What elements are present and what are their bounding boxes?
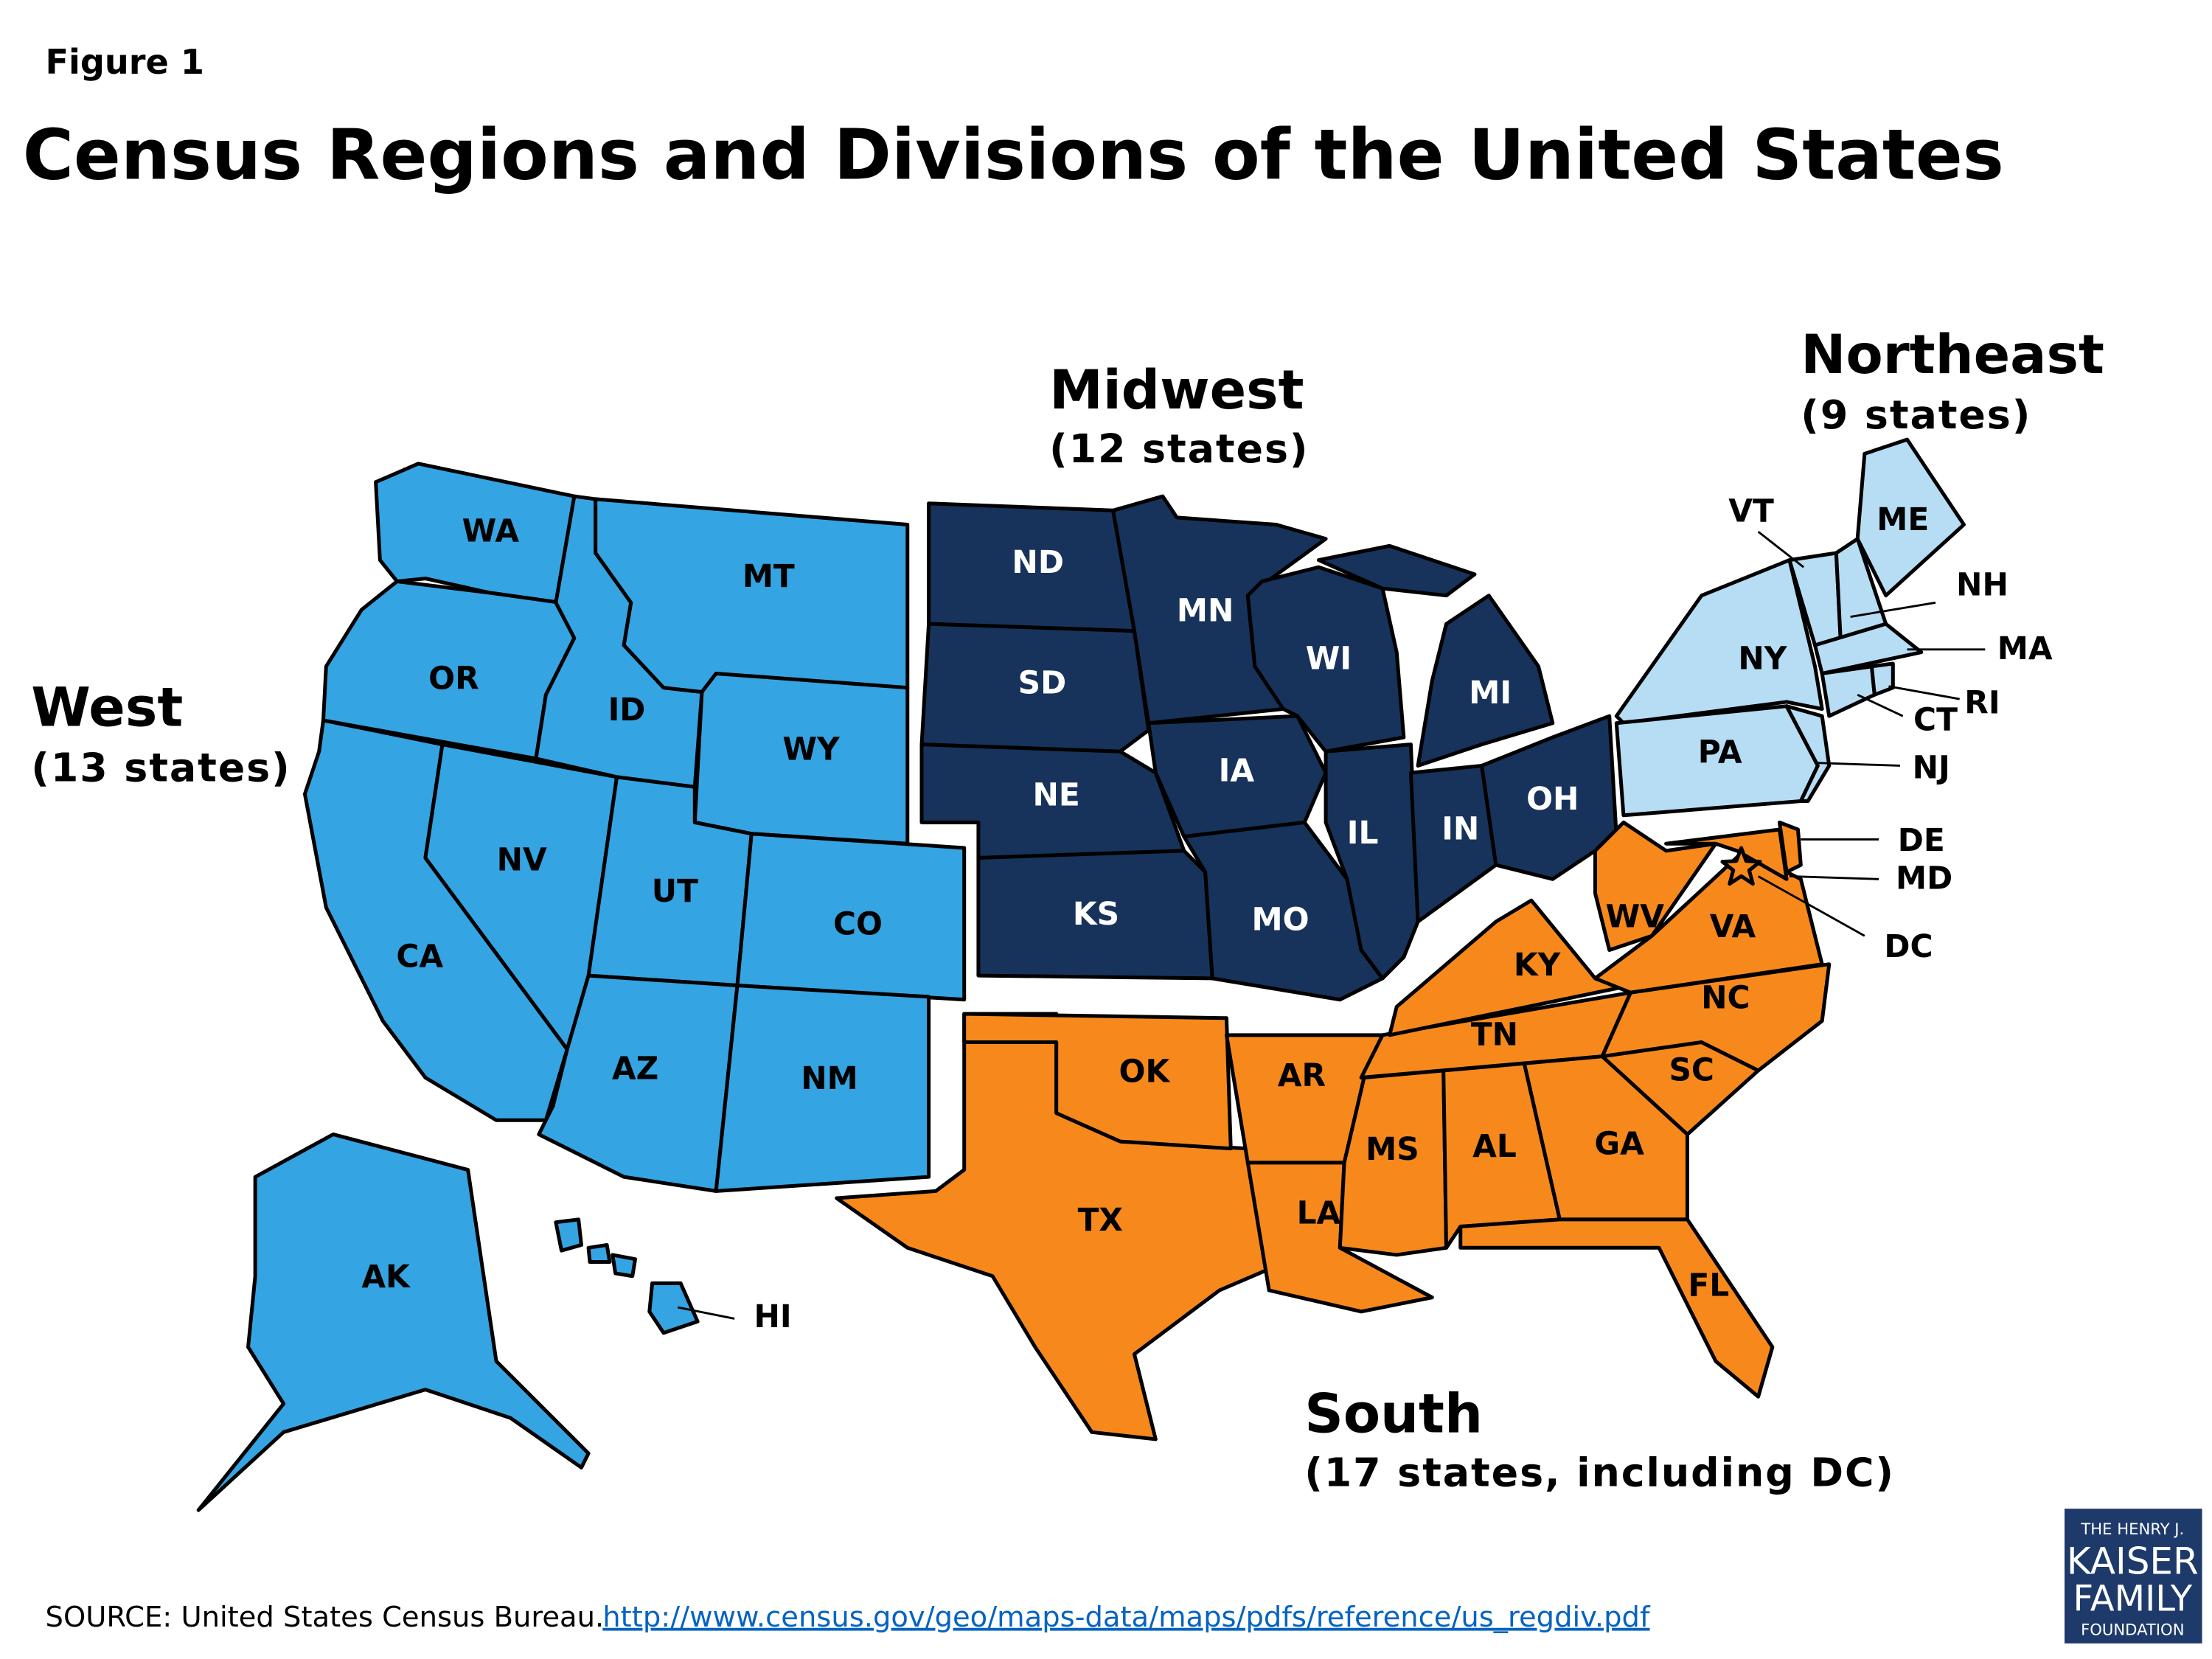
state-label: NE [1033, 776, 1080, 813]
state-label: MS [1366, 1131, 1419, 1167]
state-label: KS [1073, 896, 1119, 932]
state-label: IN [1441, 810, 1479, 846]
state-shape [1664, 827, 1789, 881]
state-label: MT [742, 558, 795, 594]
state-label: CO [833, 905, 883, 942]
state-shape [1784, 704, 1832, 804]
state-shape [714, 984, 931, 1193]
state-label: NM [801, 1060, 858, 1096]
state-label: NH [1956, 567, 2008, 603]
state-shape [1869, 661, 1895, 697]
state-label: NV [497, 842, 547, 878]
state-shape [1777, 820, 1803, 874]
state-shape [1813, 622, 1924, 675]
state-label: MD [1896, 860, 1952, 897]
leader-line [1857, 694, 1904, 717]
state-label: IL [1347, 815, 1379, 851]
state-label: OH [1526, 781, 1579, 817]
state-label: FL [1688, 1267, 1729, 1304]
leader-line [677, 1306, 735, 1320]
state-label: MA [1997, 630, 2053, 667]
state-label: MI [1469, 675, 1512, 711]
region-count: (9 states) [1801, 392, 2031, 438]
state-label: NY [1738, 641, 1787, 677]
state-shape [1593, 820, 1718, 952]
state-label: AR [1278, 1057, 1326, 1093]
state-label: IA [1219, 753, 1255, 789]
state-shape [1458, 1217, 1775, 1399]
source-text: SOURCE: United States Census Bureau. [46, 1601, 605, 1634]
state-shape [1614, 558, 1824, 726]
state-label: ID [608, 692, 646, 728]
state-shape [594, 497, 910, 694]
state-label: GA [1594, 1125, 1644, 1161]
logo-text: THE HENRY J. [2080, 1520, 2184, 1538]
region-count: (13 states) [31, 745, 291, 791]
leader-line [1789, 875, 1879, 880]
state-label: OK [1119, 1053, 1172, 1089]
state-label: NC [1701, 979, 1750, 1015]
state-label: ND [1012, 544, 1064, 580]
state-shape [735, 832, 967, 1002]
state-label: SC [1669, 1051, 1714, 1088]
state-label: KY [1514, 947, 1562, 983]
state-label: DC [1884, 928, 1933, 964]
state-label: DE [1898, 822, 1945, 858]
logo-text: FAMILY [2073, 1579, 2193, 1620]
logo-text: FOUNDATION [2081, 1620, 2184, 1638]
state-shape [1855, 437, 1966, 598]
state-label: TN [1471, 1016, 1518, 1052]
region-name: South [1304, 1382, 1483, 1445]
state-label: RI [1964, 684, 2000, 720]
state-label: VA [1710, 908, 1756, 945]
leader-line [1888, 685, 1960, 700]
state-shape [919, 622, 1151, 754]
state-label: NJ [1913, 750, 1950, 786]
state-shape [196, 1132, 591, 1512]
state-label: AK [361, 1259, 411, 1295]
region-name: Northeast [1801, 324, 2104, 386]
state-shape [1720, 846, 1762, 886]
leader-line [1757, 531, 1805, 568]
state-shape [1316, 543, 1555, 768]
state-shape [554, 1217, 700, 1335]
region-count: (12 states) [1049, 425, 1309, 472]
region-name: West [31, 677, 183, 740]
title: Census Regions and Divisions of the Unit… [23, 115, 2004, 195]
state-label: WV [1606, 899, 1665, 935]
state-label: CT [1913, 701, 1958, 737]
state-shape [1600, 962, 1832, 1073]
state-label: WI [1306, 641, 1352, 677]
state-label: OR [428, 661, 479, 697]
state-label: TX [1078, 1202, 1123, 1238]
state-label: UT [652, 873, 698, 909]
leader-line [1757, 875, 1865, 937]
state-label: ME [1877, 501, 1929, 538]
state-label: MN [1177, 592, 1234, 628]
state-label: MO [1252, 902, 1310, 938]
map: WA OR CA NV ID MT WY UT CO AZ NM AK HI ND SD NE KS MN IA MO… [196, 437, 2053, 1512]
leader-line [1850, 601, 1936, 618]
region-name: Midwest [1049, 359, 1304, 422]
figure-label: Figure 1 [46, 42, 204, 82]
state-label: AL [1472, 1128, 1517, 1164]
logo-text: KAISER [2067, 1540, 2199, 1583]
state-label: WA [462, 513, 520, 549]
logo-box [2065, 1509, 2202, 1644]
leader-line [1815, 762, 1900, 767]
state-label: VT [1728, 493, 1774, 529]
state-label: LA [1297, 1195, 1341, 1231]
source-link[interactable]: http://www.census.gov/geo/maps-data/maps… [602, 1601, 1651, 1634]
state-label: WY [782, 731, 841, 768]
state-label: PA [1698, 734, 1742, 771]
state-label: AZ [612, 1050, 658, 1086]
region-count: (17 states, including DC) [1304, 1449, 1895, 1495]
state-label: SD [1018, 664, 1067, 700]
state-label: HI [754, 1298, 792, 1335]
state-shape [1820, 664, 1877, 718]
state-label: CA [396, 939, 443, 975]
